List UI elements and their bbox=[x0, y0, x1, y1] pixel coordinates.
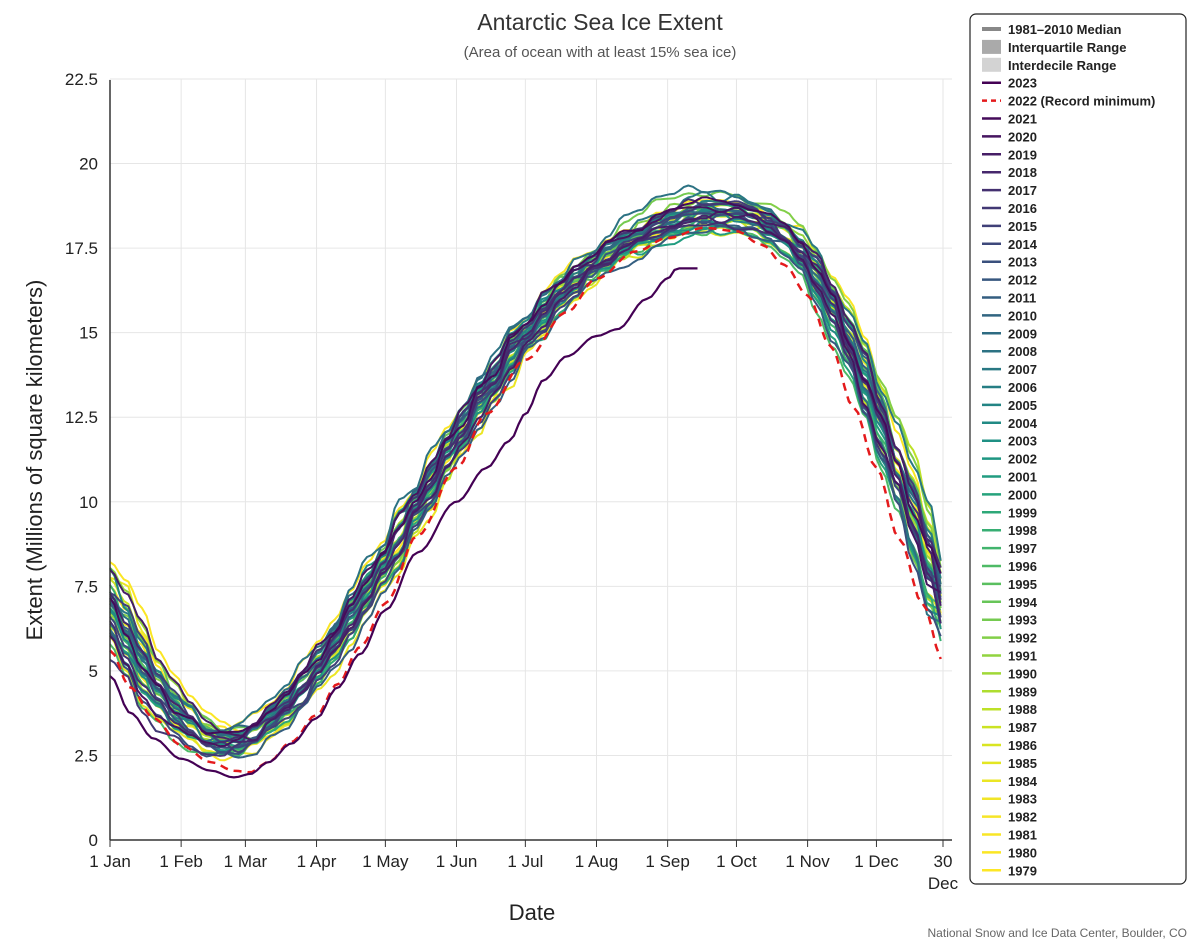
legend-items: 1981–2010 Median Interquartile Range Inter… bbox=[982, 22, 1155, 878]
legend-label-2023: 2023 bbox=[1008, 76, 1037, 91]
legend-label-1998: 1998 bbox=[1008, 523, 1037, 538]
legend-label-1980: 1980 bbox=[1008, 845, 1037, 860]
series-line-2019 bbox=[109, 210, 942, 742]
legend-box bbox=[969, 13, 1187, 885]
legend: 1981–2010 Median Interquartile Range Inter… bbox=[969, 13, 1187, 885]
legend-label: 1981–2010 Median bbox=[1008, 22, 1122, 37]
legend-label-2021: 2021 bbox=[1008, 112, 1037, 127]
legend-label-1999: 1999 bbox=[1008, 505, 1037, 520]
y-axis-label: Extent (Millions of square kilometers) bbox=[22, 280, 47, 641]
y-tick-label: 22.5 bbox=[65, 70, 98, 89]
legend-label-2010: 2010 bbox=[1008, 308, 1037, 323]
x-tick-label: 1 Nov bbox=[785, 852, 830, 871]
legend-label-1997: 1997 bbox=[1008, 541, 1037, 556]
legend-label: Interquartile Range bbox=[1008, 40, 1126, 55]
y-tick-label: 15 bbox=[79, 324, 98, 343]
legend-label-1984: 1984 bbox=[1008, 774, 1038, 789]
x-tick-label: 1 Dec bbox=[854, 852, 899, 871]
chart-subtitle: (Area of ocean with at least 15% sea ice… bbox=[464, 44, 737, 61]
x-tick-label-line2: Dec bbox=[928, 874, 959, 893]
series-line-2006 bbox=[109, 199, 942, 744]
legend-label-1987: 1987 bbox=[1008, 720, 1037, 735]
legend-label-1993: 1993 bbox=[1008, 613, 1037, 628]
legend-label-1995: 1995 bbox=[1008, 577, 1037, 592]
legend-label-2006: 2006 bbox=[1008, 380, 1037, 395]
x-tick-label: 1 Oct bbox=[716, 852, 757, 871]
legend-label-1991: 1991 bbox=[1008, 649, 1037, 664]
legend-label-1990: 1990 bbox=[1008, 666, 1037, 681]
series-line-2023 bbox=[109, 267, 698, 779]
y-tick-label: 12.5 bbox=[65, 408, 98, 427]
series-line-2018 bbox=[109, 214, 942, 743]
series-line-2015 bbox=[109, 200, 942, 754]
y-tick-label: 2.5 bbox=[74, 746, 98, 765]
legend-label-2016: 2016 bbox=[1008, 201, 1037, 216]
legend-label-2003: 2003 bbox=[1008, 434, 1037, 449]
source-credit: National Snow and Ice Data Center, Bould… bbox=[928, 926, 1187, 940]
y-tick-label: 10 bbox=[79, 493, 98, 512]
y-tick-label: 7.5 bbox=[74, 577, 98, 596]
series-line-2022 bbox=[109, 226, 942, 774]
legend-label-2001: 2001 bbox=[1008, 470, 1037, 485]
legend-label-2004: 2004 bbox=[1008, 416, 1038, 431]
legend-symbol-band bbox=[982, 39, 1001, 54]
x-tick-label: 1 Jul bbox=[507, 852, 543, 871]
legend-label-2005: 2005 bbox=[1008, 398, 1037, 413]
x-tick-label: 1 Aug bbox=[575, 852, 619, 871]
legend-label-1988: 1988 bbox=[1008, 702, 1037, 717]
legend-label-1985: 1985 bbox=[1008, 756, 1037, 771]
legend-label-1996: 1996 bbox=[1008, 559, 1037, 574]
legend-label: Interdecile Range bbox=[1008, 58, 1116, 73]
legend-label-2018: 2018 bbox=[1008, 165, 1037, 180]
x-tick-label: 1 Jan bbox=[89, 852, 131, 871]
legend-symbol-band bbox=[982, 57, 1001, 72]
legend-label-2000: 2000 bbox=[1008, 487, 1037, 502]
y-axis-ticks: 0 2.5 5 7.5 10 12.5 15 17.5 20 22.5 bbox=[65, 70, 98, 850]
legend-label-1989: 1989 bbox=[1008, 684, 1037, 699]
legend-label-2022: 2022 (Record minimum) bbox=[1008, 94, 1155, 109]
legend-label-2002: 2002 bbox=[1008, 452, 1037, 467]
series-line-2021 bbox=[109, 196, 942, 735]
y-tick-label: 5 bbox=[89, 662, 98, 681]
x-tick-label: 30 bbox=[934, 852, 953, 871]
chart-title: Antarctic Sea Ice Extent bbox=[477, 9, 723, 35]
x-tick-label: 1 Mar bbox=[224, 852, 268, 871]
legend-label-2019: 2019 bbox=[1008, 147, 1037, 162]
y-tick-label: 17.5 bbox=[65, 239, 98, 258]
series-lines bbox=[109, 184, 942, 779]
series-line-2014 bbox=[109, 212, 942, 749]
x-axis-label: Date bbox=[509, 900, 555, 925]
x-tick-label: 1 May bbox=[362, 852, 409, 871]
legend-label-2020: 2020 bbox=[1008, 129, 1037, 144]
y-tick-label: 0 bbox=[89, 831, 98, 850]
legend-label-2007: 2007 bbox=[1008, 362, 1037, 377]
x-axis-ticks: 1 Jan 1 Feb 1 Mar 1 Apr 1 May 1 Jun 1 Jul 1 Aug… bbox=[89, 840, 959, 893]
legend-label-1983: 1983 bbox=[1008, 792, 1037, 807]
axes bbox=[109, 80, 952, 841]
y-tick-label: 20 bbox=[79, 155, 98, 174]
legend-label-1994: 1994 bbox=[1008, 595, 1038, 610]
legend-label-1982: 1982 bbox=[1008, 810, 1037, 825]
legend-label-1986: 1986 bbox=[1008, 738, 1037, 753]
legend-label-2008: 2008 bbox=[1008, 344, 1037, 359]
x-tick-label: 1 Feb bbox=[159, 852, 202, 871]
legend-label-2013: 2013 bbox=[1008, 255, 1037, 270]
legend-label-2014: 2014 bbox=[1008, 237, 1038, 252]
x-tick-label: 1 Sep bbox=[645, 852, 689, 871]
legend-label-2017: 2017 bbox=[1008, 183, 1037, 198]
legend-label-2012: 2012 bbox=[1008, 273, 1037, 288]
legend-label-2009: 2009 bbox=[1008, 326, 1037, 341]
x-tick-label: 1 Apr bbox=[297, 852, 337, 871]
x-tick-label: 1 Jun bbox=[436, 852, 478, 871]
legend-label-2011: 2011 bbox=[1008, 291, 1036, 306]
legend-label-1992: 1992 bbox=[1008, 631, 1037, 646]
legend-label-1981: 1981 bbox=[1008, 828, 1037, 843]
legend-label-2015: 2015 bbox=[1008, 219, 1037, 234]
legend-label-1979: 1979 bbox=[1008, 863, 1037, 878]
